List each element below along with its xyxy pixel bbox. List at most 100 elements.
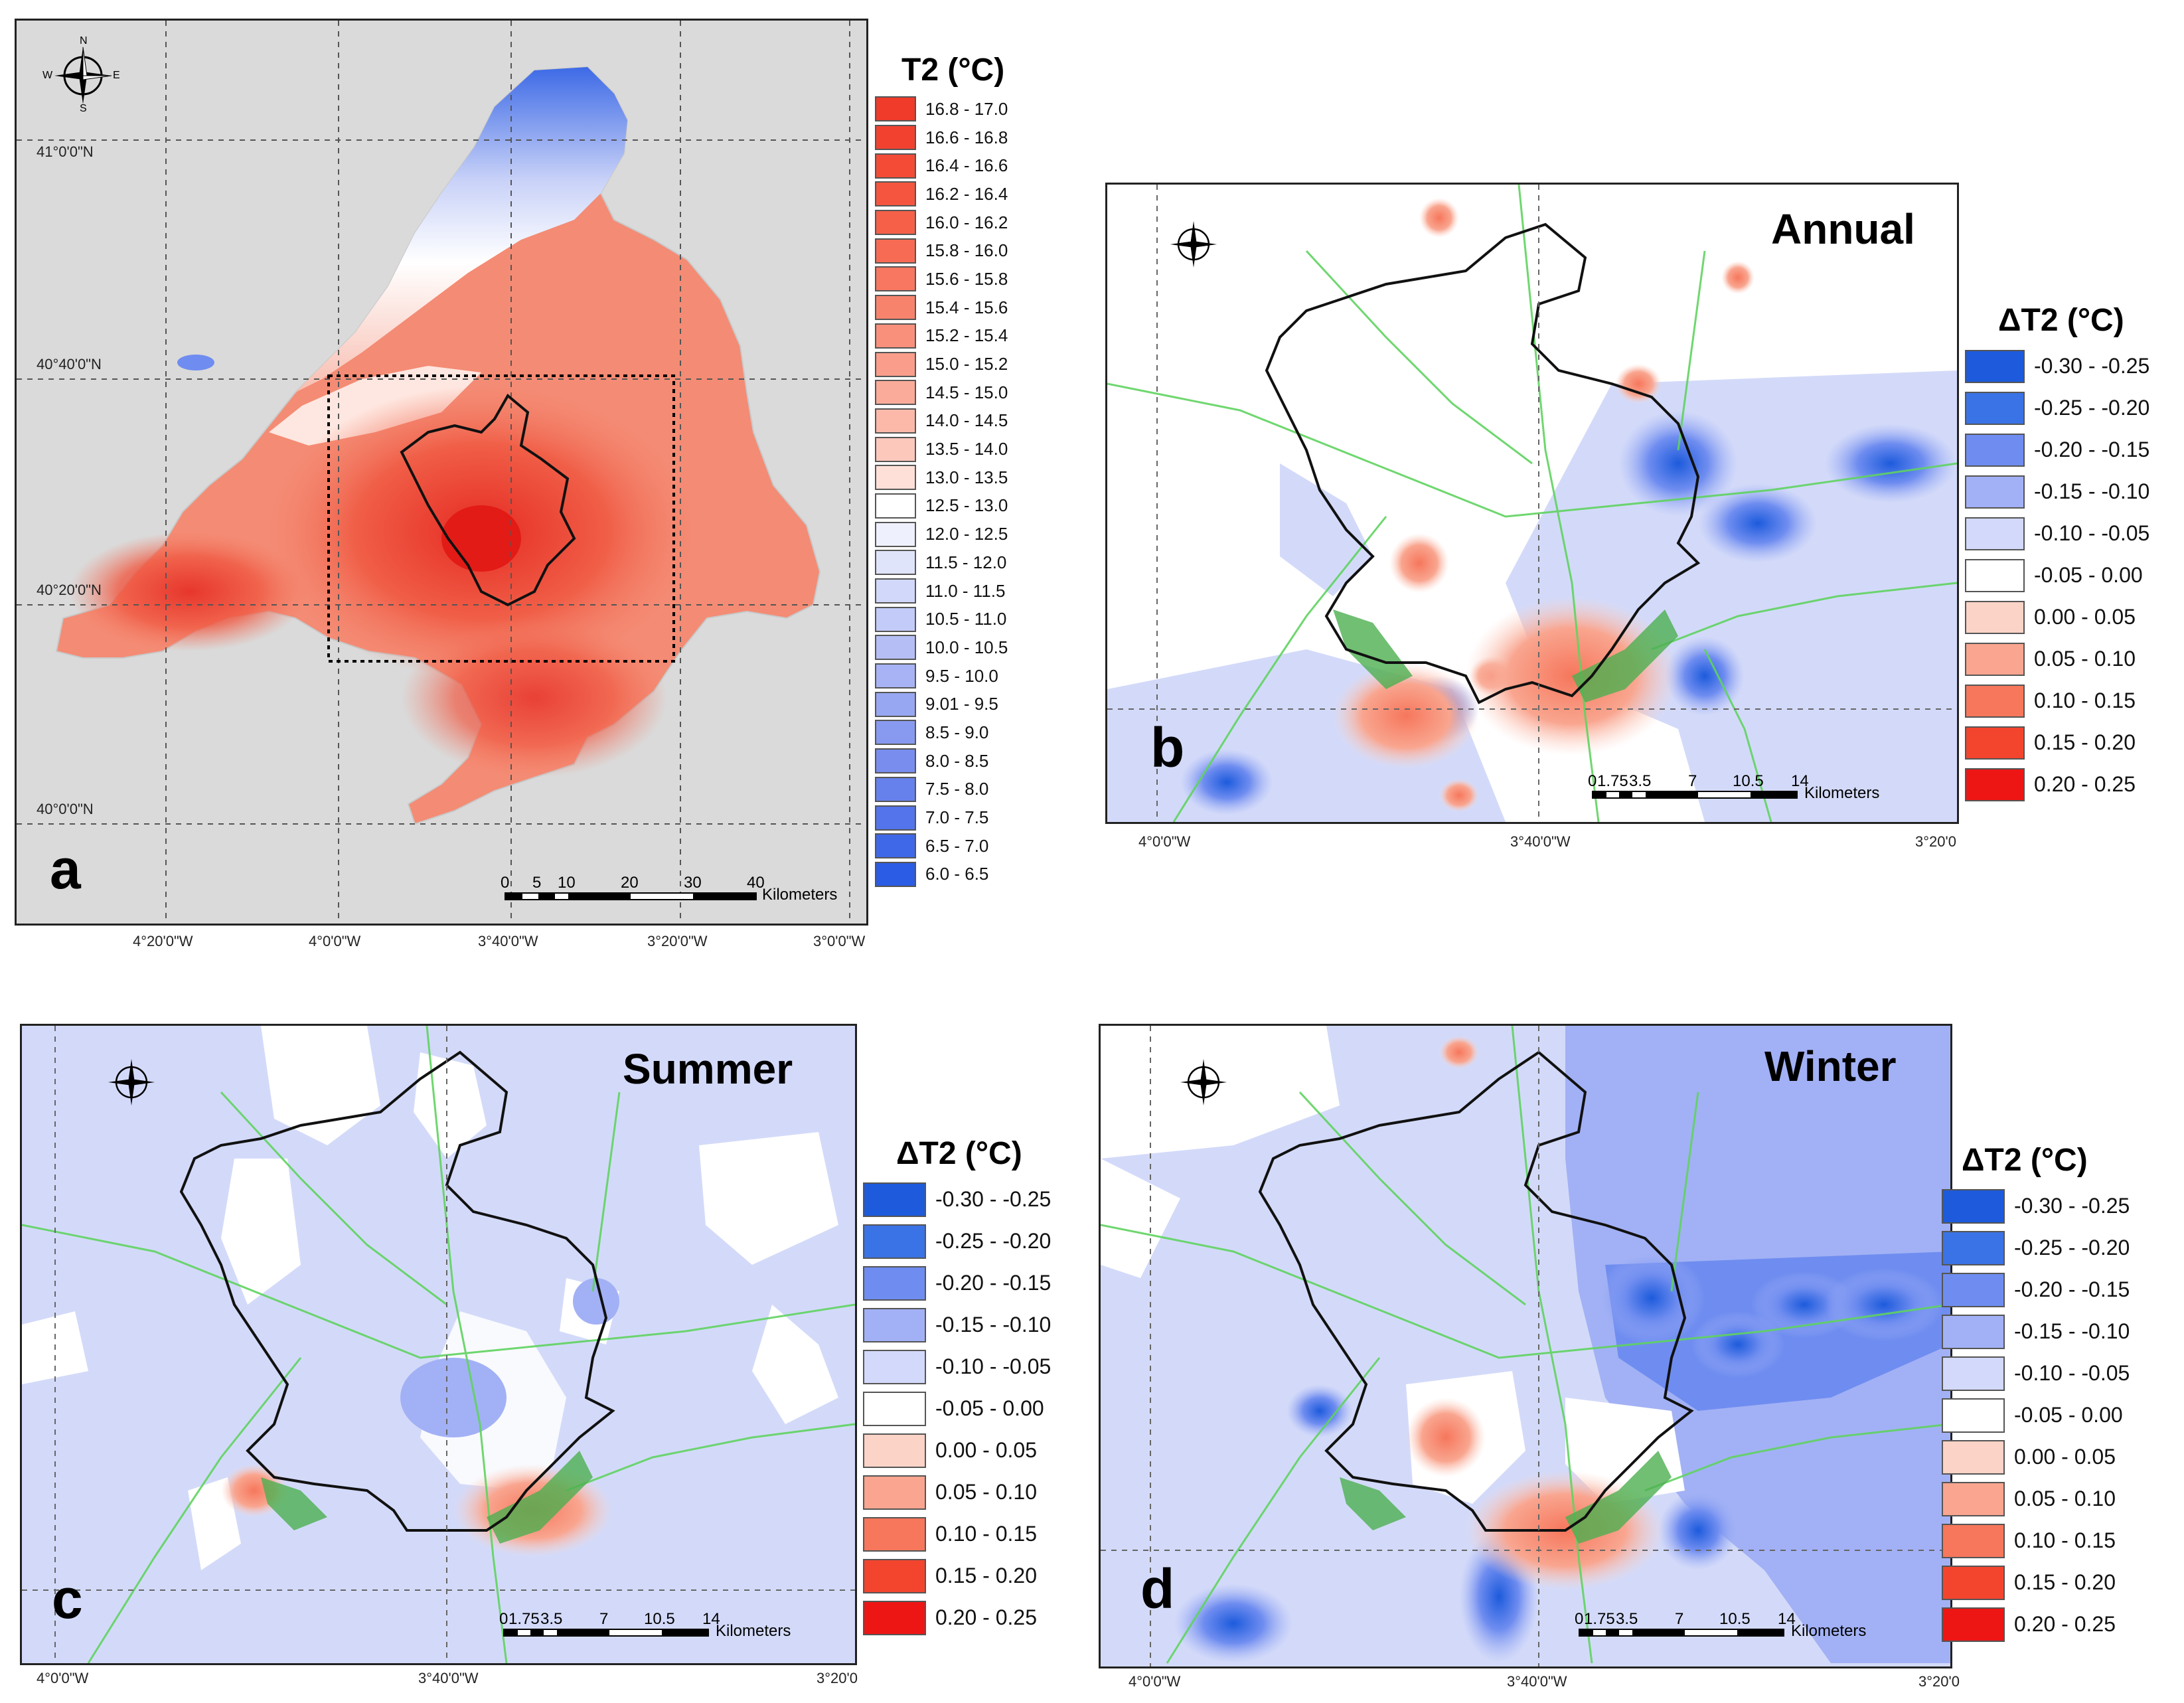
legend-label: 16.6 - 16.8 bbox=[925, 127, 1008, 147]
legend-label: 6.5 - 7.0 bbox=[925, 835, 989, 856]
legend-swatch bbox=[863, 1433, 926, 1468]
scale-tick: 0 bbox=[1575, 1610, 1584, 1628]
legend-item: 7.5 - 8.0 bbox=[875, 775, 1008, 804]
legend-item: 0.00 - 0.05 bbox=[863, 1429, 1051, 1471]
panel-d: Winter d 0 1.75 3.5 7 10.5 14 Kilometers… bbox=[1089, 1016, 1960, 1703]
panel-d-letter: d bbox=[1140, 1558, 1175, 1620]
scale-unit: Kilometers bbox=[762, 886, 838, 904]
legend-label: -0.25 - -0.20 bbox=[2014, 1236, 2130, 1259]
madrid-city-outline bbox=[1265, 222, 1701, 704]
legend-swatch bbox=[1965, 684, 2025, 718]
lon-label-4-0: 4°0'0"W bbox=[37, 1670, 89, 1686]
lon-label-3-40: 3°40'0"W bbox=[418, 1670, 479, 1686]
madrid-city-outline bbox=[400, 393, 576, 607]
legend-item: -0.25 - -0.20 bbox=[1942, 1227, 2130, 1269]
lon-label-4-0: 4°0'0"W bbox=[1138, 833, 1191, 850]
legend-swatch bbox=[875, 408, 916, 434]
legend-label: 16.4 - 16.6 bbox=[925, 155, 1008, 176]
legend-label: 0.20 - 0.25 bbox=[2034, 772, 2136, 796]
legend-item: 15.6 - 15.8 bbox=[875, 265, 1008, 293]
legend-swatch bbox=[875, 606, 916, 632]
legend-item: -0.20 - -0.15 bbox=[1965, 429, 2149, 471]
northern-cool-band bbox=[295, 67, 627, 392]
legend-swatch bbox=[875, 493, 916, 519]
legend-label: 0.00 - 0.05 bbox=[935, 1438, 1037, 1462]
legend-label: 8.5 - 9.0 bbox=[925, 722, 989, 742]
legend-swatch bbox=[875, 748, 916, 774]
legend-label: 0.10 - 0.15 bbox=[2034, 689, 2136, 712]
legend-label: -0.10 - -0.05 bbox=[2014, 1361, 2130, 1385]
legend-item: 0.05 - 0.10 bbox=[863, 1471, 1051, 1513]
legend-label: 11.5 - 12.0 bbox=[925, 552, 1007, 572]
compass-rose-icon bbox=[1170, 220, 1217, 268]
legend-label: 12.0 - 12.5 bbox=[925, 524, 1008, 544]
panel-b-season: Annual bbox=[1771, 205, 1915, 253]
legend-swatch bbox=[863, 1516, 926, 1552]
legend-item: 0.20 - 0.25 bbox=[1942, 1603, 2130, 1645]
legend-label: 11.0 - 11.5 bbox=[925, 580, 1006, 601]
legend-item: 6.5 - 7.0 bbox=[875, 832, 1008, 860]
legend-label: -0.15 - -0.10 bbox=[2034, 479, 2150, 503]
legend-label: 8.0 - 8.5 bbox=[925, 750, 989, 771]
legend-label: 0.20 - 0.25 bbox=[2014, 1612, 2116, 1636]
legend-swatch bbox=[875, 210, 916, 236]
legend-item: -0.10 - -0.05 bbox=[863, 1346, 1051, 1388]
legend-label: -0.15 - -0.10 bbox=[935, 1313, 1052, 1337]
legend-label: 9.5 - 10.0 bbox=[925, 665, 998, 686]
legend-item: 12.5 - 13.0 bbox=[875, 492, 1008, 521]
legend-item: 12.0 - 12.5 bbox=[875, 520, 1008, 548]
panel-b-letter: b bbox=[1150, 716, 1185, 779]
legend-swatch bbox=[1965, 768, 2025, 801]
scale-tick: 0 bbox=[499, 1610, 508, 1628]
legend-label: 15.6 - 15.8 bbox=[925, 268, 1008, 289]
legend-item: -0.30 - -0.25 bbox=[1942, 1185, 2130, 1227]
legend-title: ΔT2 (°C) bbox=[896, 1136, 1022, 1171]
panel-a-letter: a bbox=[50, 838, 81, 900]
legend-item: -0.15 - -0.10 bbox=[1965, 471, 2149, 513]
scale-tick: 0 bbox=[501, 874, 510, 892]
legend-swatch bbox=[1965, 726, 2025, 760]
study-domain-box bbox=[327, 374, 675, 663]
legend-swatch bbox=[1965, 391, 2025, 425]
legend-item: 16.6 - 16.8 bbox=[875, 123, 1008, 152]
lat-label-40-0: 40°0'0"N bbox=[37, 801, 94, 817]
legend-item: -0.30 - -0.25 bbox=[1965, 345, 2149, 387]
lon-label-3-20: 3°20'0 bbox=[1915, 833, 1956, 850]
scale-unit: Kilometers bbox=[1791, 1622, 1867, 1640]
legend-swatch bbox=[1942, 1523, 2005, 1558]
legend-swatch bbox=[875, 635, 916, 661]
legend-item: -0.15 - -0.10 bbox=[863, 1304, 1051, 1346]
legend-swatch bbox=[1965, 642, 2025, 676]
legend-label: 0.10 - 0.15 bbox=[935, 1522, 1037, 1546]
legend-item: 10.0 - 10.5 bbox=[875, 633, 1008, 662]
legend-label: -0.05 - 0.00 bbox=[2034, 563, 2143, 587]
legend-item: 16.0 - 16.2 bbox=[875, 208, 1008, 237]
legend-swatch bbox=[863, 1558, 926, 1593]
legend-item: -0.15 - -0.10 bbox=[1942, 1311, 2130, 1352]
legend-swatch bbox=[875, 153, 916, 179]
legend-label: -0.25 - -0.20 bbox=[935, 1229, 1052, 1253]
scale-tick: 3.5 bbox=[1616, 1610, 1638, 1628]
lat-label-40-40: 40°40'0"N bbox=[37, 356, 102, 372]
legend-swatch bbox=[1965, 600, 2025, 634]
legend-swatch bbox=[1965, 349, 2025, 383]
legend-swatch bbox=[1965, 558, 2025, 592]
legend-label: -0.30 - -0.25 bbox=[2034, 354, 2150, 378]
legend-label: 0.15 - 0.20 bbox=[2034, 730, 2136, 754]
legend-item: 0.10 - 0.15 bbox=[863, 1513, 1051, 1555]
scale-tick: 1.75 bbox=[1597, 772, 1628, 790]
panel-d-legend: ΔT2 (°C) -0.30 - -0.25 -0.25 - -0.20 -0.20… bbox=[1942, 1142, 2130, 1645]
legend-swatch bbox=[863, 1391, 926, 1426]
legend-swatch bbox=[875, 663, 916, 689]
compass-w: W bbox=[42, 70, 53, 81]
legend-swatch bbox=[875, 550, 916, 576]
panel-c-scale-bar: 0 1.75 3.5 7 10.5 14 Kilometers bbox=[499, 1610, 791, 1640]
legend-label: 0.15 - 0.20 bbox=[2014, 1570, 2116, 1594]
panel-d-compass bbox=[1174, 1052, 1233, 1112]
legend-label: -0.05 - 0.00 bbox=[935, 1396, 1044, 1420]
legend-item: 0.15 - 0.20 bbox=[863, 1555, 1051, 1597]
legend-item: -0.10 - -0.05 bbox=[1942, 1352, 2130, 1394]
legend-label: -0.20 - -0.15 bbox=[935, 1271, 1052, 1295]
legend-swatch bbox=[1965, 517, 2025, 550]
legend-swatch bbox=[1942, 1607, 2005, 1642]
